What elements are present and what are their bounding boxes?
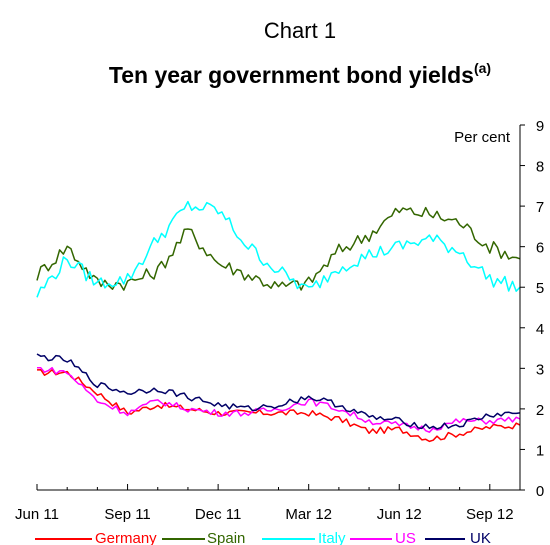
chart-title: Ten year government bond yields(a): [0, 60, 550, 89]
series-line-italy: [36, 200, 521, 298]
y-tick-label: 9: [536, 118, 544, 135]
y-axis-label: Per cent: [454, 129, 511, 146]
legend-label-germany: Germany: [95, 530, 157, 545]
y-tick-label: 4: [536, 321, 544, 338]
y-tick-label: 2: [536, 402, 544, 419]
legend-label-spain: Spain: [207, 530, 245, 545]
legend-label-italy: Italy: [318, 530, 346, 545]
series-line-uk: [36, 353, 521, 430]
legend-layer: Germany Spain Italy US UK: [35, 530, 491, 545]
y-tick-layer: 0 1 2 3 4 5 6 7 8 9: [520, 118, 544, 500]
y-tick-label: 0: [536, 483, 544, 500]
chart-title-text: Ten year government bond yields: [108, 62, 474, 88]
x-tick-label: Jun 12: [377, 506, 422, 523]
chart-title-note: (a): [473, 60, 492, 76]
series-line-us: [36, 366, 521, 433]
legend-label-uk: UK: [470, 530, 491, 545]
y-tick-label: 3: [536, 361, 544, 378]
y-tick-label: 8: [536, 159, 544, 176]
x-tick-label: Sep 11: [104, 506, 150, 523]
series-layer: [36, 200, 521, 443]
y-tick-label: 1: [536, 442, 544, 459]
x-tick-layer: Jun 11 Sep 11 Dec 11 Mar 12 Jun 12 Sep 12: [15, 484, 521, 523]
series-line-germany: [36, 368, 521, 443]
x-tick-label: Jun 11: [15, 506, 59, 523]
y-tick-label: 6: [536, 240, 544, 257]
series-line-spain: [36, 206, 521, 291]
y-tick-label: 7: [536, 199, 544, 216]
legend-label-us: US: [395, 530, 416, 545]
x-tick-label: Mar 12: [285, 506, 332, 523]
x-tick-label: Sep 12: [466, 506, 514, 523]
y-tick-label: 5: [536, 280, 544, 297]
chart-label: Chart 1: [263, 18, 337, 43]
x-tick-label: Dec 11: [195, 506, 241, 523]
